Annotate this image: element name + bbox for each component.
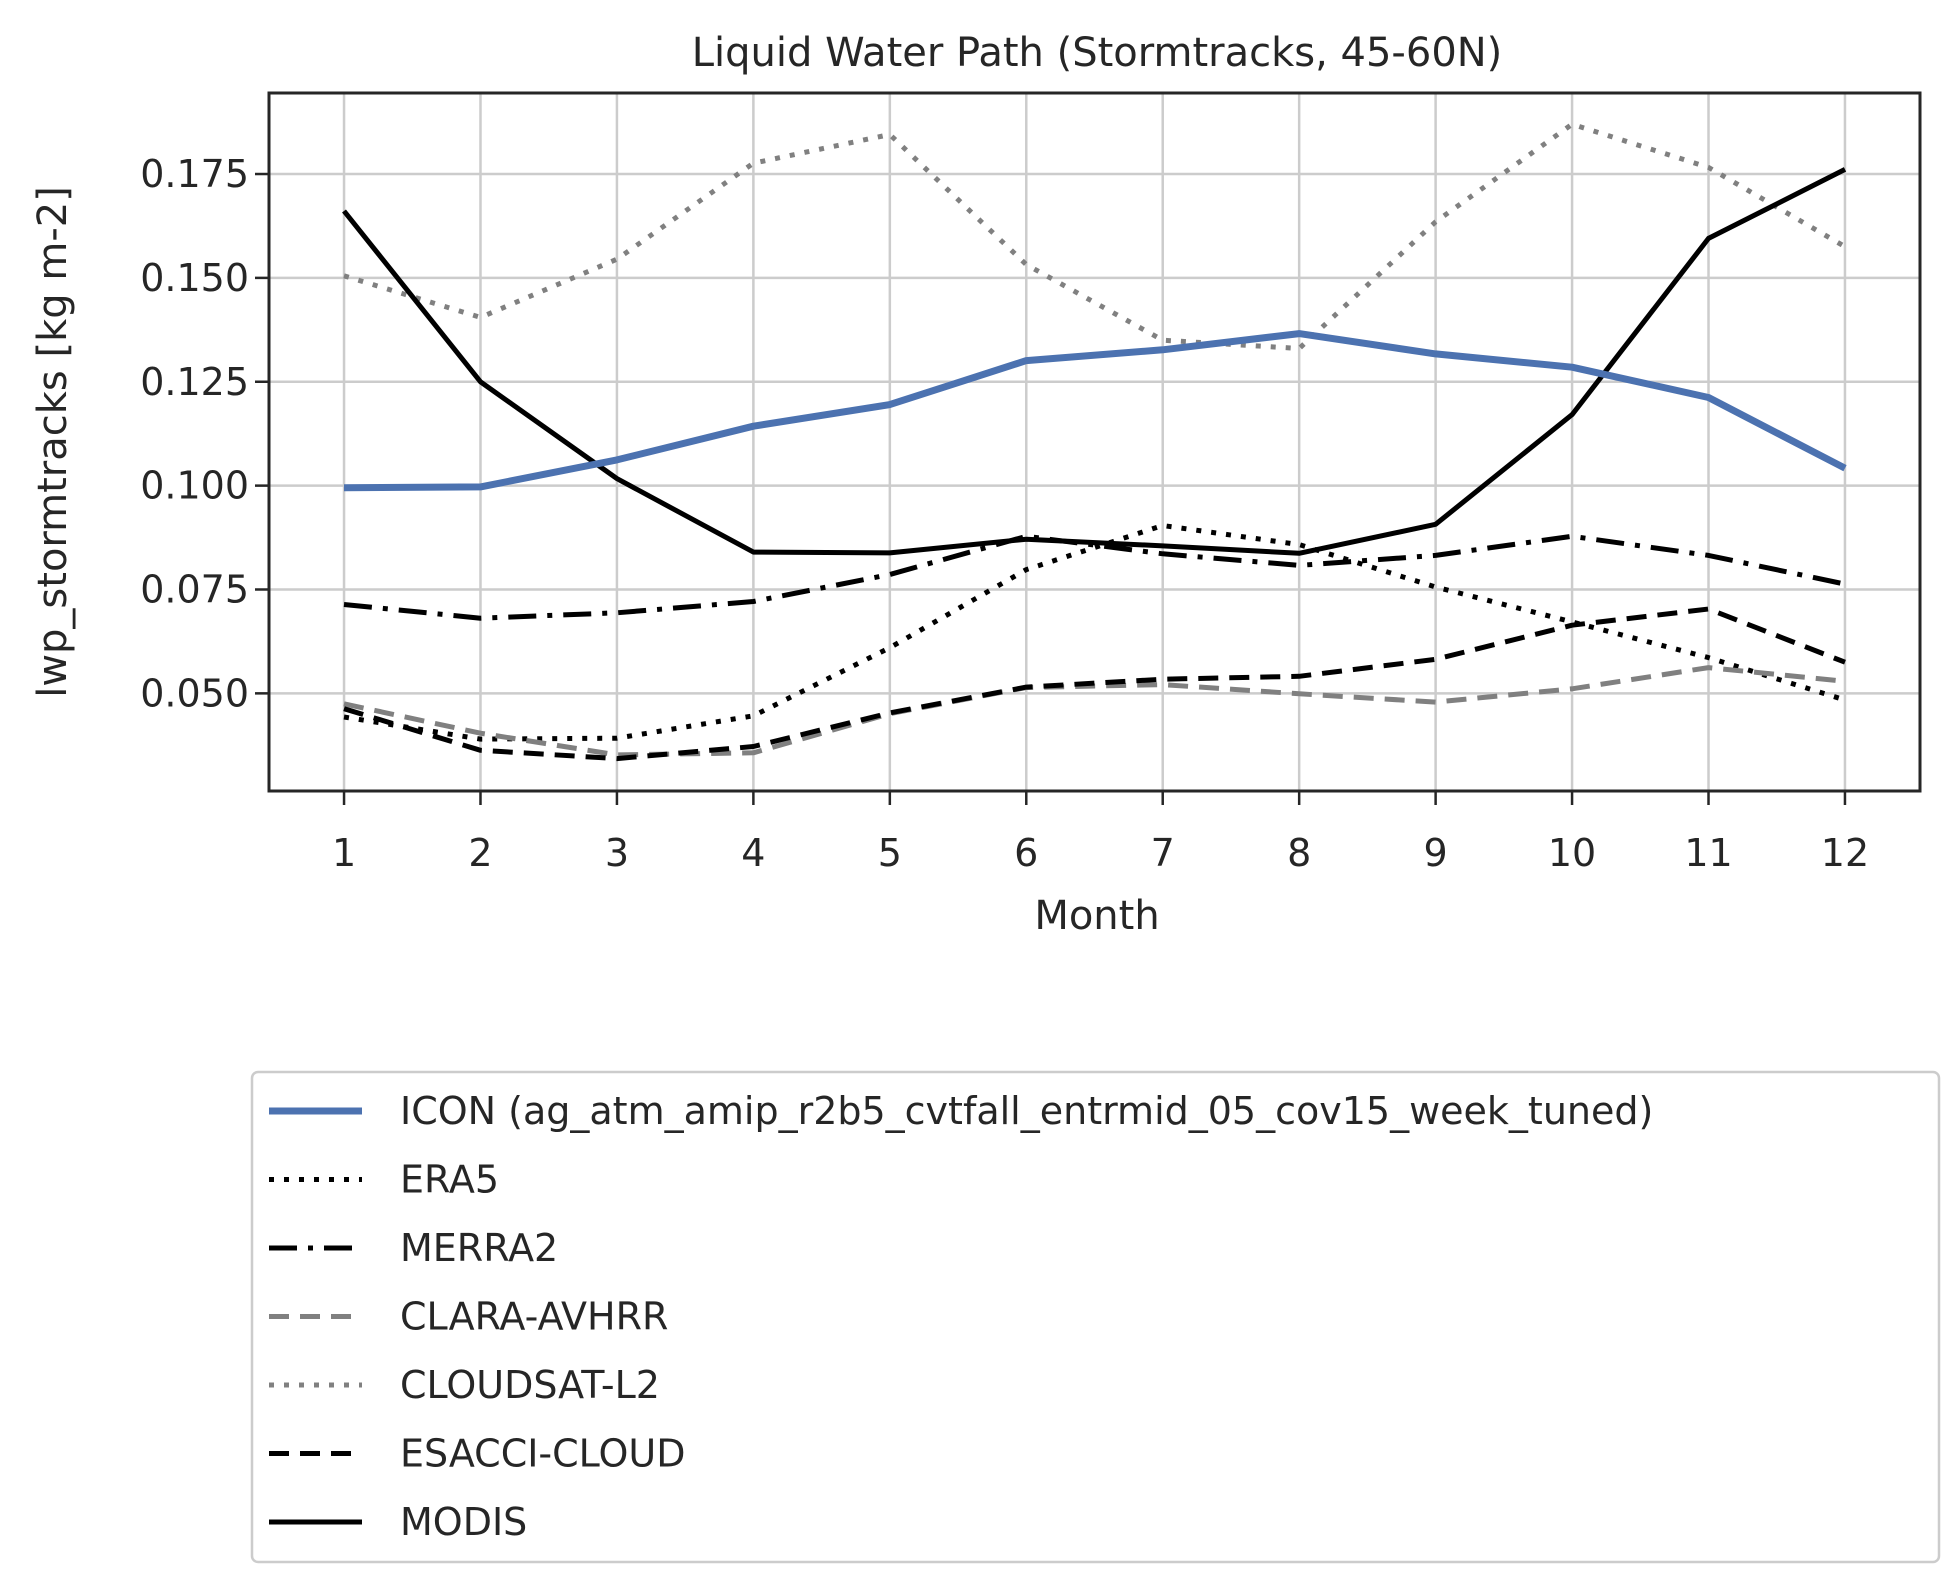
legend-label: ESACCI-CLOUD	[400, 1432, 685, 1476]
series-line-cloudsat-l2	[343, 121, 1847, 351]
x-tick-label: 6	[1014, 831, 1038, 875]
x-tick-label: 5	[878, 831, 902, 875]
legend-label: CLOUDSAT-L2	[400, 1363, 660, 1407]
x-tick-label: 12	[1821, 831, 1869, 875]
x-tick-label: 4	[741, 831, 765, 875]
x-tick-label: 2	[468, 831, 492, 875]
x-tick-label: 9	[1424, 831, 1448, 875]
series-line-clara-avhrr	[343, 665, 1846, 758]
x-tick-label: 3	[605, 831, 629, 875]
legend-label: ERA5	[400, 1158, 499, 1202]
series-lines	[342, 121, 1847, 762]
x-axis-label: Month	[1034, 893, 1159, 939]
gridlines	[269, 93, 1920, 791]
y-tick-label: 0.125	[140, 360, 249, 404]
chart-title: Liquid Water Path (Stormtracks, 45-60N)	[692, 30, 1503, 76]
x-tick-label: 1	[332, 831, 356, 875]
plot-frame	[267, 91, 1922, 793]
legend-label: MODIS	[400, 1500, 527, 1544]
axis-ticks: 1 2 3 4 5 6 7 8 9 10 11 120.0500.0750.1000.1250.150…	[140, 152, 1869, 875]
series-line-icon	[343, 330, 1847, 492]
legend-label: CLARA-AVHRR	[400, 1295, 668, 1339]
legend-label: ICON (ag_atm_amip_r2b5_cvtfall_entrmid_0…	[400, 1089, 1653, 1133]
y-tick-label: 0.100	[140, 464, 249, 508]
legend-label: MERRA2	[400, 1226, 558, 1270]
x-tick-label: 7	[1151, 831, 1175, 875]
x-tick-label: 11	[1684, 831, 1732, 875]
y-axis-label: lwp_stormtracks [kg m-2]	[30, 186, 76, 698]
legend: ICON (ag_atm_amip_r2b5_cvtfall_entrmid_0…	[250, 1070, 1941, 1564]
y-tick-label: 0.050	[140, 671, 249, 715]
y-tick-label: 0.175	[140, 152, 249, 196]
series-line-esacci-cloud	[343, 606, 1846, 762]
x-tick-label: 8	[1287, 831, 1311, 875]
y-tick-label: 0.150	[140, 256, 249, 300]
y-tick-label: 0.075	[140, 567, 249, 611]
x-tick-label: 10	[1548, 831, 1596, 875]
legend-frame	[250, 1070, 1941, 1564]
